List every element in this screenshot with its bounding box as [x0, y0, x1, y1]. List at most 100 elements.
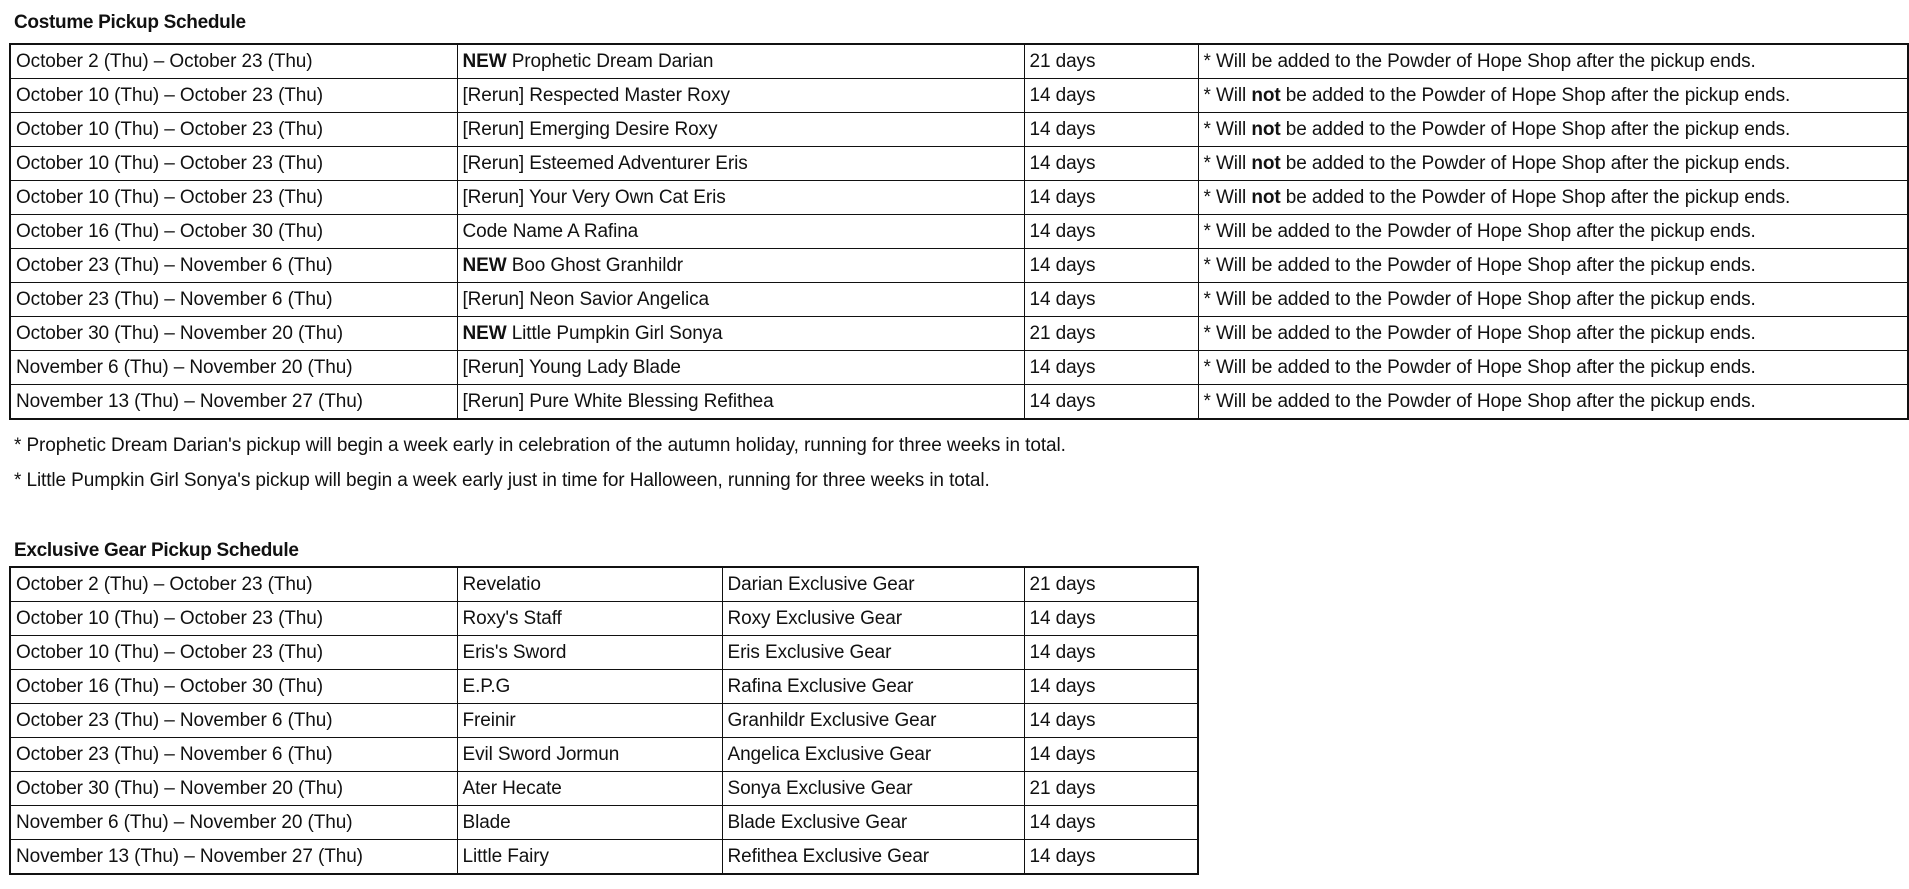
costume-name-cell-text: [Rerun] Respected Master Roxy	[462, 84, 731, 106]
shop-note-cell-text: * Will	[1203, 84, 1252, 106]
duration-cell-text: 14 days	[1029, 607, 1096, 629]
gear-name-cell: Little Fairy	[456, 839, 723, 875]
costume-schedule-title: Costume Pickup Schedule	[14, 12, 246, 33]
costume-name-cell: NEW Boo Ghost Granhildr	[456, 248, 1025, 283]
duration-cell: 14 days	[1023, 737, 1199, 772]
duration-cell-text: 14 days	[1029, 84, 1096, 106]
table-row: November 13 (Thu) – November 27 (Thu) [Re…	[9, 384, 1909, 420]
duration-cell: 14 days	[1023, 839, 1199, 875]
costume-name-cell-text: [Rerun] Emerging Desire Roxy	[462, 118, 718, 140]
gear-type-cell-text: Roxy Exclusive Gear	[727, 607, 903, 629]
gear-type-cell-text: Sonya Exclusive Gear	[727, 777, 913, 799]
duration-cell: 14 days	[1023, 282, 1199, 317]
duration-cell-text: 14 days	[1029, 220, 1096, 242]
duration-cell-text: 14 days	[1029, 390, 1096, 412]
duration-cell-text: 14 days	[1029, 641, 1096, 663]
shop-note-cell-text: not	[1251, 84, 1281, 106]
period-cell-text: October 10 (Thu) – October 23 (Thu)	[16, 641, 323, 663]
shop-note-cell-text: * Will	[1203, 118, 1252, 140]
shop-note-cell: * Will be added to the Powder of Hope Sh…	[1197, 248, 1909, 283]
period-cell: October 30 (Thu) – November 20 (Thu)	[9, 316, 458, 351]
duration-cell-text: 14 days	[1029, 845, 1096, 867]
duration-cell-text: 14 days	[1029, 186, 1096, 208]
table-row: November 13 (Thu) – November 27 (Thu) Lit…	[9, 839, 1199, 875]
gear-name-cell-text: Little Fairy	[462, 845, 550, 867]
footnote-darian: * Prophetic Dream Darian's pickup will b…	[14, 435, 1066, 456]
costume-name-cell: [Rerun] Respected Master Roxy	[456, 78, 1025, 113]
gear-type-cell-text: Granhildr Exclusive Gear	[727, 709, 937, 731]
period-cell-text: October 2 (Thu) – October 23 (Thu)	[16, 50, 313, 72]
shop-note-cell-text: * Will	[1203, 152, 1252, 174]
period-cell-text: November 13 (Thu) – November 27 (Thu)	[16, 390, 363, 412]
period-cell-text: October 16 (Thu) – October 30 (Thu)	[16, 675, 323, 697]
period-cell-text: November 6 (Thu) – November 20 (Thu)	[16, 811, 353, 833]
gear-name-cell-text: Evil Sword Jormun	[462, 743, 620, 765]
duration-cell: 21 days	[1023, 316, 1199, 351]
shop-note-cell: * Will not be added to the Powder of Hop…	[1197, 180, 1909, 215]
shop-note-cell-text: be added to the Powder of Hope Shop afte…	[1280, 186, 1791, 208]
period-cell-text: October 10 (Thu) – October 23 (Thu)	[16, 607, 323, 629]
duration-cell: 21 days	[1023, 566, 1199, 602]
gear-name-cell: Ater Hecate	[456, 771, 723, 806]
table-row: October 10 (Thu) – October 23 (Thu) Eris'…	[9, 635, 1199, 670]
shop-note-cell: * Will be added to the Powder of Hope Sh…	[1197, 43, 1909, 79]
period-cell: October 16 (Thu) – October 30 (Thu)	[9, 669, 458, 704]
shop-note-cell-text: not	[1251, 118, 1281, 140]
shop-note-cell-text: * Will	[1203, 288, 1247, 310]
period-cell-text: October 10 (Thu) – October 23 (Thu)	[16, 186, 323, 208]
gear-type-cell: Sonya Exclusive Gear	[721, 771, 1025, 806]
duration-cell: 14 days	[1023, 635, 1199, 670]
gear-name-cell-text: Eris's Sword	[462, 641, 567, 663]
costume-name-cell-text: NEW	[462, 50, 507, 72]
period-cell: October 23 (Thu) – November 6 (Thu)	[9, 703, 458, 738]
period-cell-text: October 2 (Thu) – October 23 (Thu)	[16, 573, 313, 595]
shop-note-cell-text: be added to the Powder of Hope Shop afte…	[1246, 322, 1756, 344]
costume-name-cell-text: [Rerun] Neon Savior Angelica	[462, 288, 710, 310]
costume-name-cell: [Rerun] Neon Savior Angelica	[456, 282, 1025, 317]
table-row: October 30 (Thu) – November 20 (Thu) NEW …	[9, 316, 1909, 351]
duration-cell: 14 days	[1023, 214, 1199, 249]
shop-note-cell-text: not	[1251, 152, 1281, 174]
duration-cell: 14 days	[1023, 180, 1199, 215]
shop-note-cell-text: be added to the Powder of Hope Shop afte…	[1246, 50, 1756, 72]
duration-cell-text: 14 days	[1029, 356, 1096, 378]
gear-name-cell: Evil Sword Jormun	[456, 737, 723, 772]
gear-name-cell: Freinir	[456, 703, 723, 738]
shop-note-cell: * Will be added to the Powder of Hope Sh…	[1197, 214, 1909, 249]
period-cell: November 6 (Thu) – November 20 (Thu)	[9, 805, 458, 840]
gear-name-cell: E.P.G	[456, 669, 723, 704]
period-cell: October 23 (Thu) – November 6 (Thu)	[9, 737, 458, 772]
costume-name-cell: [Rerun] Emerging Desire Roxy	[456, 112, 1025, 147]
period-cell-text: October 16 (Thu) – October 30 (Thu)	[16, 220, 323, 242]
duration-cell-text: 14 days	[1029, 709, 1096, 731]
duration-cell: 14 days	[1023, 703, 1199, 738]
shop-note-cell: * Will not be added to the Powder of Hop…	[1197, 78, 1909, 113]
costume-name-cell: [Rerun] Young Lady Blade	[456, 350, 1025, 385]
table-row: October 16 (Thu) – October 30 (Thu) E.P.G…	[9, 669, 1199, 704]
costume-name-cell-text: Boo Ghost Granhildr	[506, 254, 684, 276]
gear-name-cell: Blade	[456, 805, 723, 840]
duration-cell: 14 days	[1023, 78, 1199, 113]
period-cell: October 16 (Thu) – October 30 (Thu)	[9, 214, 458, 249]
shop-note-cell: * Will be added to the Powder of Hope Sh…	[1197, 316, 1909, 351]
period-cell-text: November 13 (Thu) – November 27 (Thu)	[16, 845, 363, 867]
period-cell: October 10 (Thu) – October 23 (Thu)	[9, 112, 458, 147]
gear-type-cell-text: Angelica Exclusive Gear	[727, 743, 932, 765]
duration-cell: 14 days	[1023, 112, 1199, 147]
table-row: October 10 (Thu) – October 23 (Thu) [Reru…	[9, 112, 1909, 147]
duration-cell-text: 21 days	[1029, 322, 1096, 344]
gear-type-cell: Darian Exclusive Gear	[721, 566, 1025, 602]
shop-note-cell-text: * Will	[1203, 322, 1247, 344]
gear-type-cell: Roxy Exclusive Gear	[721, 601, 1025, 636]
period-cell-text: October 10 (Thu) – October 23 (Thu)	[16, 118, 323, 140]
shop-note-cell: * Will not be added to the Powder of Hop…	[1197, 146, 1909, 181]
costume-name-cell-text: [Rerun] Your Very Own Cat Eris	[462, 186, 726, 208]
gear-name-cell-text: E.P.G	[462, 675, 511, 697]
costume-name-cell-text: Code Name A Rafina	[462, 220, 639, 242]
period-cell: October 10 (Thu) – October 23 (Thu)	[9, 601, 458, 636]
period-cell-text: October 30 (Thu) – November 20 (Thu)	[16, 777, 343, 799]
costume-name-cell-text: Prophetic Dream Darian	[506, 50, 714, 72]
shop-note-cell: * Will be added to the Powder of Hope Sh…	[1197, 384, 1909, 420]
table-row: October 30 (Thu) – November 20 (Thu) Ater…	[9, 771, 1199, 806]
period-cell: November 13 (Thu) – November 27 (Thu)	[9, 839, 458, 875]
